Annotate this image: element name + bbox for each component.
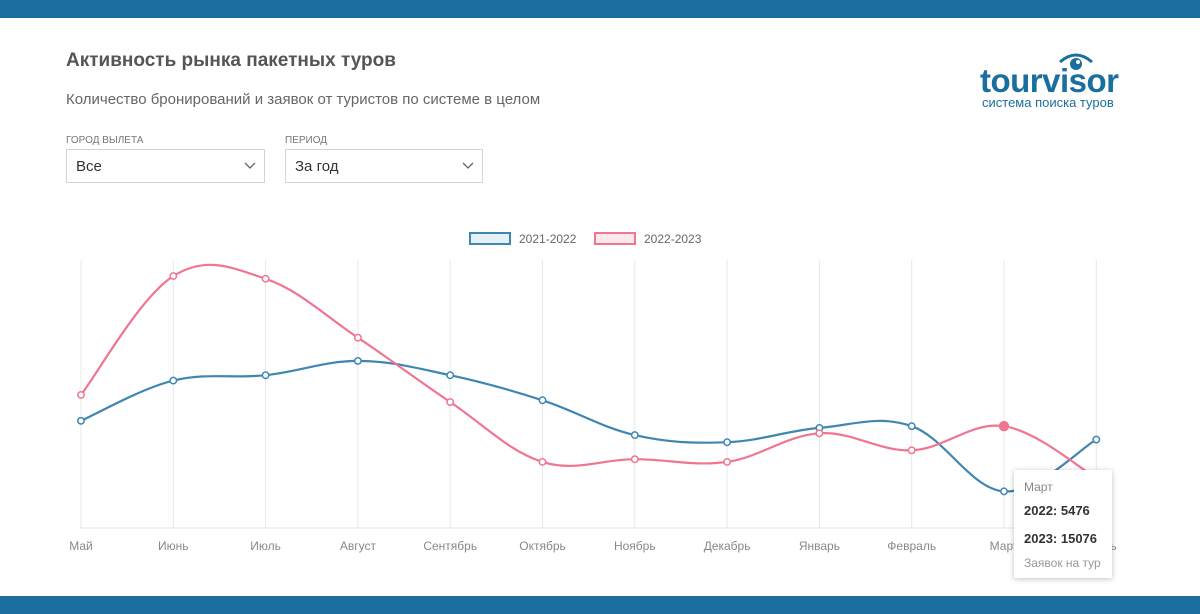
- page-subtitle: Количество бронирований и заявок от тури…: [66, 91, 541, 108]
- data-point[interactable]: [630, 455, 639, 464]
- x-tick-label: Декабрь: [704, 539, 751, 553]
- city-select-value: Все: [76, 158, 102, 175]
- chevron-down-icon: [462, 162, 474, 169]
- data-point[interactable]: [446, 398, 455, 406]
- period-select[interactable]: За год: [285, 149, 483, 183]
- page-title: Активность рынка пакетных туров: [66, 50, 396, 71]
- tooltip-line-2022: 2022: 5476: [1024, 503, 1090, 518]
- data-point[interactable]: [77, 390, 85, 399]
- x-tick-label: Октябрь: [519, 539, 566, 553]
- x-tick-label: Ноябрь: [614, 539, 656, 553]
- data-point[interactable]: [630, 431, 639, 440]
- top-bar: [0, 0, 1200, 18]
- x-tick-label: Июль: [250, 539, 281, 553]
- x-tick-label: Январь: [799, 539, 840, 553]
- x-tick-label: Август: [340, 539, 377, 553]
- data-point[interactable]: [815, 429, 824, 438]
- data-point[interactable]: [907, 446, 916, 455]
- tooltip-line-2023: 2023: 15076: [1024, 531, 1098, 546]
- legend-label: 2021-2022: [519, 232, 577, 246]
- logo-name: tourvisor: [980, 62, 1119, 99]
- data-point[interactable]: [77, 416, 85, 425]
- series-line-2021-2022: [80, 359, 1097, 493]
- legend-label: 2022-2023: [644, 232, 702, 246]
- series-line-2022-2023: [80, 263, 1097, 479]
- city-select[interactable]: Все: [66, 149, 265, 183]
- period-select-value: За год: [295, 158, 339, 175]
- city-filter-label: ГОРОД ВЫЛЕТА: [66, 135, 144, 146]
- x-tick-label: Сентябрь: [423, 539, 477, 553]
- x-tick-label: Май: [69, 539, 93, 553]
- data-point[interactable]: [353, 333, 362, 342]
- data-point[interactable]: [353, 356, 362, 365]
- chart-legend: 2021-2022 2022-2023: [0, 231, 1200, 249]
- line-chart: Май Июнь Июль Август Сентябрь Октябрь Ноябрь Де…: [69, 260, 1117, 553]
- tooltip-footer: Заявок на тур: [1024, 556, 1101, 570]
- data-point[interactable]: [907, 422, 916, 431]
- x-tick-label: Июнь: [158, 539, 189, 553]
- data-point[interactable]: [446, 371, 455, 380]
- data-point[interactable]: [723, 438, 732, 447]
- data-point[interactable]: [169, 272, 178, 281]
- data-point[interactable]: [169, 376, 178, 385]
- data-point[interactable]: [1000, 487, 1008, 496]
- logo[interactable]: tourvisor система поиска туров: [978, 48, 1148, 118]
- data-point[interactable]: [998, 420, 1010, 432]
- legend-swatch: [594, 232, 636, 245]
- tooltip-title: Март: [1024, 480, 1053, 494]
- data-point[interactable]: [1092, 435, 1101, 444]
- x-tick-label: Февраль: [887, 539, 936, 553]
- data-point[interactable]: [538, 457, 547, 466]
- x-tick-label: Март: [990, 539, 1019, 553]
- data-point[interactable]: [261, 274, 270, 283]
- data-point[interactable]: [261, 371, 270, 380]
- period-filter-label: ПЕРИОД: [285, 135, 328, 146]
- chevron-down-icon: [244, 162, 256, 169]
- data-point[interactable]: [723, 457, 732, 466]
- eye-icon: [1059, 53, 1093, 70]
- legend-swatch: [469, 232, 511, 245]
- logo-tagline: система поиска туров: [982, 95, 1114, 110]
- bottom-bar: [0, 596, 1200, 614]
- chart-tooltip: Март 2022: 5476 2023: 15076 Заявок на ту…: [1014, 470, 1112, 578]
- data-point[interactable]: [538, 396, 547, 405]
